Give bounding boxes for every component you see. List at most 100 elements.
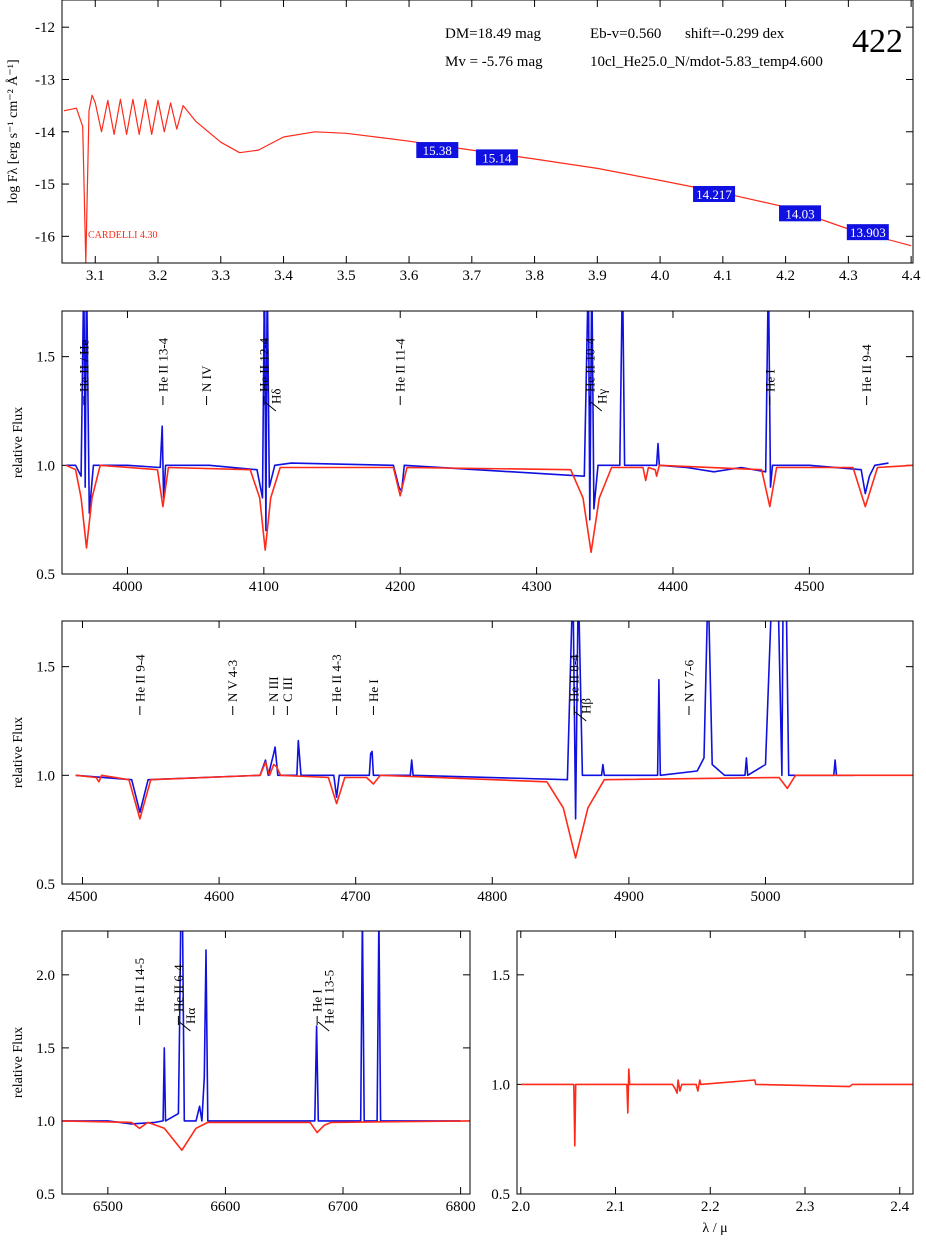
line-id-label: C III	[280, 677, 295, 702]
line-id-label: He II 9-4	[859, 344, 874, 392]
x-tick-label: 6600	[210, 1199, 240, 1215]
panel: 0.5 1.0 1.5 2.0 2.1 2.2 2.3 2.4 λ / μ	[491, 930, 914, 1236]
line-id-tick	[590, 401, 603, 412]
spectrum-line	[65, 464, 913, 554]
y-tick-label: 0.5	[36, 567, 55, 583]
y-tick-label: 0.5	[491, 1187, 510, 1203]
y-tick-label: 1.0	[36, 1114, 55, 1130]
photometry-box	[475, 149, 518, 166]
y-tick-label: -15	[35, 177, 55, 193]
x-tick-label: 3.3	[211, 268, 230, 284]
x-tick-label: 4.2	[776, 268, 795, 284]
photometry-label: 15.38	[423, 143, 452, 158]
line-id-label: He II 9-4	[132, 654, 147, 702]
photometry-label: 14.217	[696, 187, 732, 202]
photometry-box	[779, 205, 822, 222]
line-id-label: N IV	[199, 365, 214, 392]
line-id-label: He II 13-5	[322, 970, 337, 1024]
line-id-label: He II 10-4	[582, 337, 597, 392]
line-id-label: He II 6-4	[171, 964, 186, 1012]
line-id-label: Hβ	[579, 698, 594, 714]
annotation: 422	[852, 23, 903, 60]
x-tick-label: 6800	[446, 1199, 476, 1215]
x-tick-label: 4.3	[839, 268, 858, 284]
x-tick-label: 2.3	[796, 1199, 815, 1215]
spectrum-line	[75, 761, 913, 859]
line-id-label: He II 14-5	[132, 958, 147, 1012]
plot-area	[65, 311, 913, 554]
line-id-tick	[264, 401, 277, 412]
line-id-label: N V 4-3	[225, 660, 240, 702]
line-id-label: N V 7-6	[681, 659, 696, 702]
x-tick-label: 2.0	[511, 1199, 530, 1215]
y-axis-label: relative Flux	[11, 717, 26, 788]
x-tick-label: 4.0	[651, 268, 670, 284]
x-tick-label: 3.9	[588, 268, 607, 284]
x-tick-label: 6500	[93, 1199, 123, 1215]
line-id-label: He II 4-3	[329, 654, 344, 702]
spectrum-line	[63, 94, 912, 263]
y-tick-label: 1.0	[36, 768, 55, 784]
x-tick-label: 3.8	[525, 268, 544, 284]
x-tick-label: 4000	[112, 579, 142, 595]
photometry-label: 13.903	[850, 225, 886, 240]
line-id-label: Hδ	[268, 388, 283, 404]
panel: 0.5 1.0 1.5 2.0 6500 6600 6700 6800 relative Flu…	[11, 930, 476, 1215]
x-tick-label: 4.1	[713, 268, 732, 284]
line-id-label: He II 12-4	[256, 337, 271, 392]
y-tick-label: 1.5	[36, 1041, 55, 1057]
spectrum-line	[62, 1120, 470, 1151]
x-tick-label: 3.5	[337, 268, 356, 284]
plot-area	[520, 1068, 913, 1147]
line-id-label: He I	[310, 989, 325, 1012]
annotation: DM=18.49 mag	[445, 26, 541, 42]
x-tick-label: 4100	[249, 579, 279, 595]
x-tick-label: 2.1	[606, 1199, 625, 1215]
axes-frame	[61, 620, 914, 885]
y-tick-label: -14	[35, 125, 55, 141]
x-tick-label: 3.7	[462, 268, 481, 284]
photometry-box	[416, 142, 459, 159]
x-tick-label: 4400	[658, 579, 688, 595]
panel: 0.5 1.0 1.5 4500 4600 4700 4800 4900 5000 relativ…	[11, 620, 914, 905]
x-tick-label: 4800	[477, 889, 507, 905]
y-tick-label: -16	[35, 229, 55, 245]
annotation: 10cl_He25.0_N/mdot-5.83_temp4.600	[590, 54, 823, 70]
line-id-label: He II 11-4	[393, 338, 408, 392]
y-tick-label: 1.5	[36, 350, 55, 366]
y-tick-label: 2.0	[36, 968, 55, 984]
x-tick-label: 6700	[328, 1199, 358, 1215]
y-axis-label: log Fλ [erg s⁻¹ cm⁻² Å⁻¹]	[5, 59, 21, 203]
plot-area	[63, 94, 912, 263]
line-id-tick	[179, 1021, 191, 1032]
x-tick-label: 4200	[385, 579, 415, 595]
annotation: shift=-0.299 dex	[685, 26, 785, 42]
x-tick-label: 3.2	[149, 268, 168, 284]
axes-frame	[516, 930, 914, 1195]
line-id-label: N III	[266, 676, 281, 702]
photometry-box	[693, 185, 736, 202]
plot-area	[62, 931, 470, 1151]
x-tick-label: 2.4	[890, 1199, 909, 1215]
axes-frame	[61, 310, 914, 575]
y-axis-label: relative Flux	[11, 1027, 26, 1098]
x-tick-label: 5000	[750, 889, 780, 905]
x-tick-label: 4500	[794, 579, 824, 595]
y-tick-label: 0.5	[36, 877, 55, 893]
plot-area	[75, 621, 913, 859]
axes-frame	[61, 0, 914, 264]
line-id-label: He I	[366, 679, 381, 702]
y-tick-label: 0.5	[36, 1187, 55, 1203]
photometry-box	[846, 224, 889, 241]
y-tick-label: 1.5	[36, 660, 55, 676]
line-id-label: Hα	[183, 1008, 198, 1024]
spectrum-line	[66, 311, 889, 532]
spectrum-line	[75, 621, 855, 820]
annotation: Eb-v=0.560	[590, 26, 661, 42]
y-axis-label: relative Flux	[11, 407, 26, 478]
panel: -12 -13 -14 -15 -16 3.1 3.2 3.3 3.4 3.5 3.6 3.7 3.8 3…	[5, 0, 921, 284]
x-tick-label: 2.2	[701, 1199, 720, 1215]
line-id-tick	[574, 711, 587, 722]
panel: 0.5 1.0 1.5 4000 4100 4200 4300 4400 4500 relativ…	[11, 310, 914, 595]
